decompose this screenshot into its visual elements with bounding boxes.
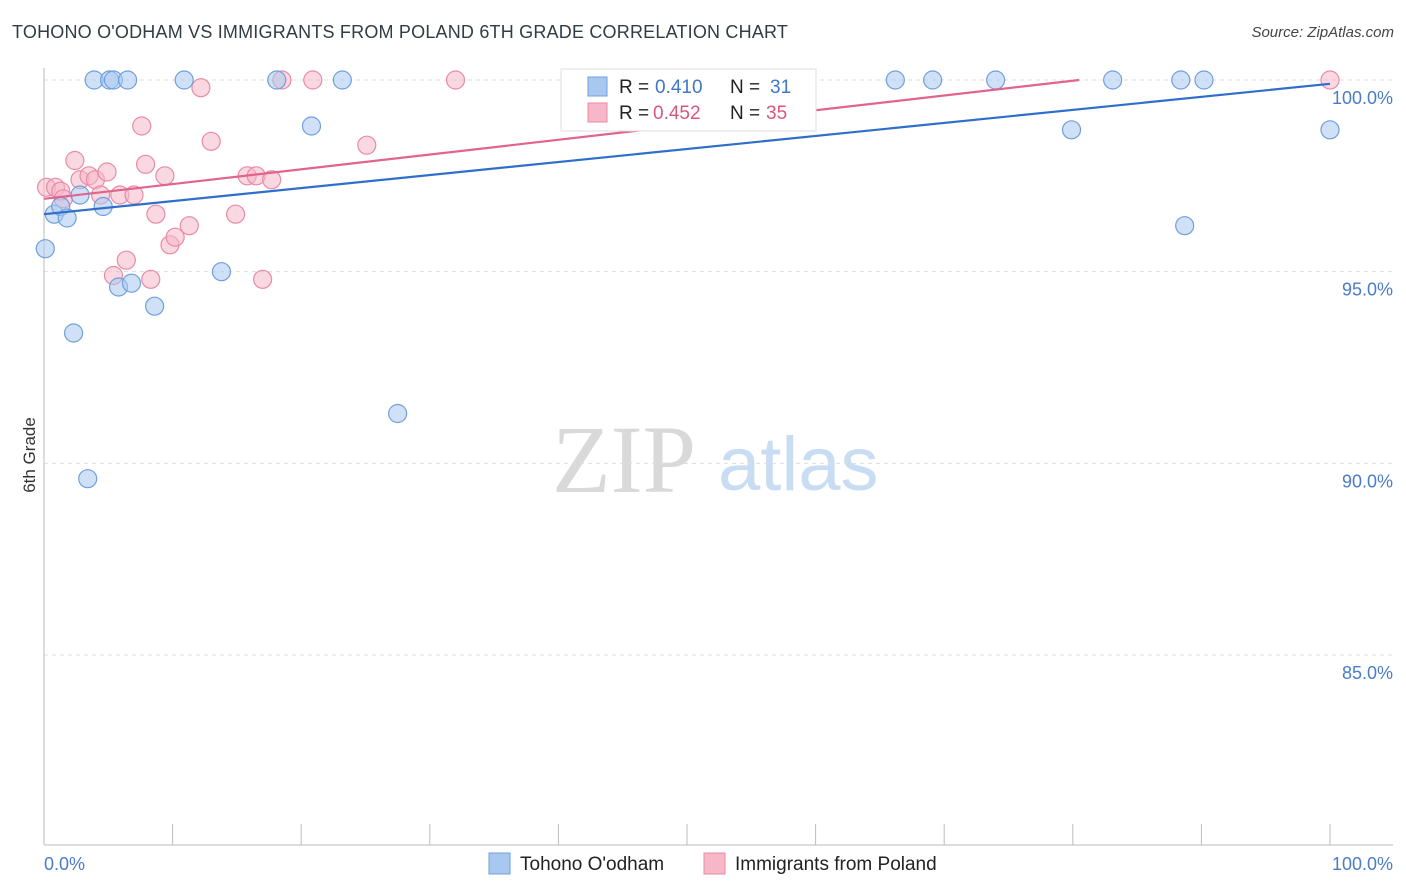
poland-point-18: [155, 166, 175, 186]
bottom-legend-label-pink: Immigrants from Poland: [735, 854, 937, 875]
trend-line-tohono: [43, 82, 1331, 216]
trend-lines: [43, 78, 1331, 216]
tohono-point-30: [1320, 120, 1340, 140]
legend-r-label-blue: R =: [619, 77, 654, 98]
poland-point-20: [165, 227, 185, 247]
tohono-point-12: [117, 70, 138, 90]
tohono-point-26: [1103, 70, 1123, 90]
tohono-point-4: [63, 323, 84, 343]
poland-point-27: [253, 269, 273, 289]
legend-n-label-blue: N =: [730, 77, 765, 98]
bottom-legend-swatch-blue: [488, 852, 511, 875]
poland-point-23: [201, 131, 221, 151]
tohono-point-28: [1175, 216, 1195, 236]
tohono-point-18: [301, 116, 322, 136]
legend-r-label-pink: R =: [619, 103, 654, 124]
tohono-point-27: [1171, 70, 1191, 90]
tohono-point-16: [211, 262, 232, 282]
poland-point-24: [226, 204, 246, 224]
tohono-point-23: [923, 70, 943, 90]
tohono-point-14: [144, 296, 165, 316]
legend-r-value-pink: 0.452: [653, 103, 701, 124]
poland-point-31: [357, 135, 377, 155]
poland-point-32: [445, 70, 466, 90]
y-tick-label-0: 100.0%: [1332, 88, 1393, 108]
y-tick-label-3: 85.0%: [1342, 663, 1393, 683]
poland-point-9: [97, 162, 117, 182]
legend-n-label-pink: N =: [730, 103, 765, 124]
x-ticks: [43, 824, 1331, 845]
tohono-point-25: [1061, 120, 1082, 140]
tohono-point-29: [1194, 70, 1214, 90]
tohono-point-24: [986, 70, 1006, 90]
y-axis-label: 6th Grade: [20, 417, 39, 493]
poland-point-34: [1320, 70, 1340, 90]
watermark-atlas: atlas: [718, 422, 879, 507]
poland-point-4: [65, 150, 85, 171]
legend-swatch-blue: [587, 76, 608, 97]
grid-lines: [44, 79, 1393, 656]
legend-n-value-blue: 31: [770, 77, 791, 98]
tohono-point-0: [35, 239, 55, 259]
watermark-zip: ZIP: [552, 406, 696, 513]
series-legend: Tohono O'odham Immigrants from Poland: [488, 852, 937, 875]
x-tick-label-max: 100.0%: [1332, 854, 1393, 874]
legend-n-value-pink: 35: [766, 103, 787, 124]
stats-legend: R = 0.410 N = 31 R = 0.452 N = 35: [560, 68, 817, 132]
tohono-point-6: [78, 469, 98, 489]
chart-title: TOHONO O'ODHAM VS IMMIGRANTS FROM POLAND…: [12, 22, 789, 42]
bottom-legend-label-blue: Tohono O'odham: [520, 854, 664, 875]
x-tick-label-min: 0.0%: [44, 854, 85, 874]
poland-point-12: [116, 250, 136, 270]
tohono-point-13: [121, 273, 142, 293]
legend-swatch-pink: [587, 102, 608, 123]
tohono-point-22: [885, 70, 905, 90]
poland-point-14: [132, 116, 152, 136]
tohono-point-20: [388, 403, 408, 424]
legend-r-value-blue: 0.410: [655, 77, 703, 98]
tohono-point-19: [332, 70, 352, 90]
poland-point-28: [262, 170, 282, 190]
poland-point-17: [146, 204, 166, 224]
bottom-legend-swatch-pink: [703, 852, 726, 875]
tohono-point-17: [267, 70, 287, 90]
source-label: Source: ZipAtlas.com: [1251, 24, 1394, 41]
tohono-point-3: [57, 208, 77, 228]
poland-point-15: [135, 154, 156, 174]
poland-point-21: [179, 216, 199, 236]
poland-point-30: [303, 70, 323, 90]
y-tick-label-2: 90.0%: [1342, 471, 1393, 491]
poland-point-22: [191, 78, 211, 98]
y-tick-label-1: 95.0%: [1342, 280, 1393, 300]
poland-point-16: [141, 269, 161, 289]
tohono-point-15: [174, 70, 194, 90]
trend-line-poland: [43, 78, 1080, 200]
y-tick-labels: 100.0% 95.0% 90.0% 85.0%: [1332, 88, 1393, 683]
